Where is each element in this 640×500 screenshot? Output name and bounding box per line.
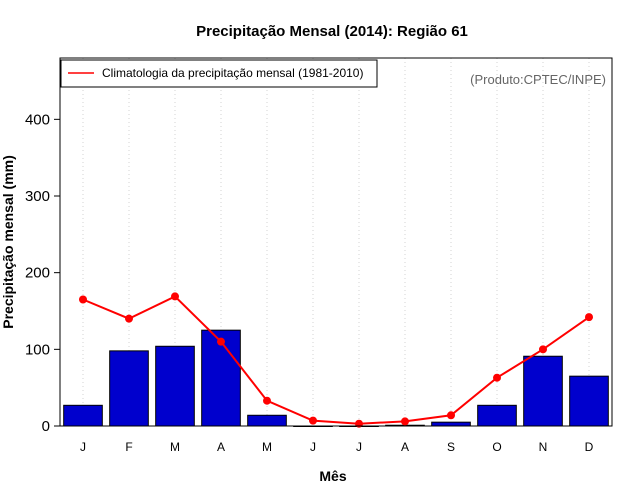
bar-O-10 [477, 404, 517, 427]
climatology-point-4 [217, 337, 225, 346]
climatology-point-11 [539, 345, 547, 354]
x-tick-label: D [585, 440, 594, 454]
x-tick-label: O [492, 440, 501, 454]
x-tick-label: F [125, 440, 132, 454]
climatology-point-10 [493, 373, 501, 382]
legend: Climatologia da precipitação mensal (198… [60, 59, 378, 88]
x-tick-label: J [310, 440, 316, 454]
bar-A-4 [201, 329, 241, 427]
x-tick-label: A [401, 440, 409, 454]
y-tick-label: 200 [25, 265, 50, 282]
bar-M-5 [247, 414, 287, 427]
climatology-point-6 [309, 416, 317, 425]
y-axis-label: Precipitação mensal (mm) [0, 155, 16, 329]
bar-series [63, 329, 609, 427]
x-tick-label: M [170, 440, 180, 454]
climatology-line [82, 295, 590, 425]
climatology-point-3 [171, 292, 179, 301]
x-tick-label: N [539, 440, 548, 454]
y-tick-label: 400 [25, 111, 50, 128]
x-tick-label: J [356, 440, 362, 454]
climatology-point-2 [125, 314, 133, 323]
plot-frame [59, 57, 613, 427]
y-tick-label: 0 [42, 418, 50, 435]
x-tick-label: M [262, 440, 272, 454]
bar-S-9 [431, 421, 471, 427]
legend-entry-climatology: Climatologia da precipitação mensal (198… [102, 66, 363, 80]
legend-box [60, 59, 378, 88]
climatology-point-5 [263, 396, 271, 405]
climatology-point-12 [585, 313, 593, 322]
y-tick-label: 300 [25, 188, 50, 205]
bar-F-2 [109, 350, 149, 427]
bar-J-1 [63, 404, 103, 427]
bar-N-11 [523, 355, 563, 427]
climatology-point-9 [447, 411, 455, 420]
y-axis: 0 100 200 300 400 [25, 111, 60, 435]
x-tick-label: J [80, 440, 86, 454]
climatology-point-1 [79, 295, 87, 304]
y-tick-label: 100 [25, 341, 50, 358]
bar-D-12 [569, 375, 609, 427]
climatology-series [79, 292, 593, 428]
bar-M-3 [155, 345, 195, 427]
x-tick-label: A [217, 440, 225, 454]
x-axis-label: Mês [319, 468, 346, 484]
credit-annotation: (Produto:CPTEC/INPE) [470, 72, 606, 87]
chart-title: Precipitação Mensal (2014): Região 61 [196, 23, 468, 40]
grid-lines [82, 58, 590, 426]
climatology-point-8 [401, 417, 409, 426]
x-tick-label: S [447, 440, 455, 454]
